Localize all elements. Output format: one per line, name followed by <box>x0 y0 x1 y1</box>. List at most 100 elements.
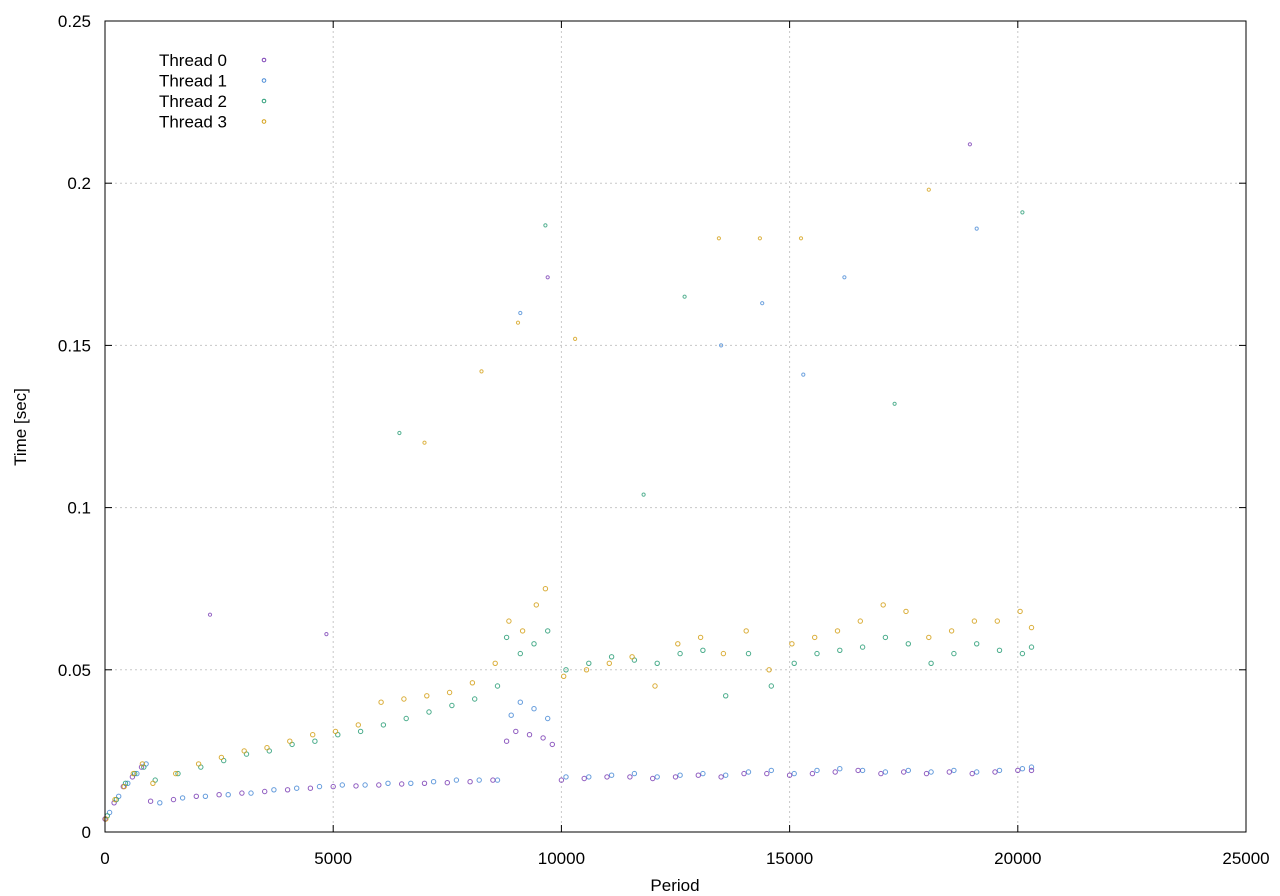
data-point <box>284 787 291 793</box>
data-point <box>928 769 934 775</box>
outlier-point <box>641 492 646 497</box>
data-point <box>490 777 496 783</box>
legend-label: Thread 2 <box>159 92 227 111</box>
data-point <box>216 792 222 798</box>
data-point <box>832 769 838 775</box>
outlier-point <box>798 236 804 241</box>
data-point <box>951 650 957 657</box>
data-point <box>766 667 772 673</box>
plot-frame <box>104 20 1247 833</box>
data-point <box>928 660 934 666</box>
data-point <box>494 777 501 783</box>
data-point <box>905 641 911 647</box>
outlier-point <box>518 310 523 316</box>
data-point <box>376 782 382 788</box>
data-point <box>654 660 660 666</box>
data-point <box>519 628 526 634</box>
data-points <box>102 142 1035 822</box>
data-point <box>857 618 863 624</box>
series-2 <box>104 628 1035 819</box>
data-point <box>677 650 683 657</box>
data-point <box>503 738 510 744</box>
data-point <box>449 702 455 709</box>
outlier-point <box>515 320 521 325</box>
data-point <box>974 641 980 647</box>
data-point <box>741 770 747 777</box>
data-point <box>513 728 519 735</box>
data-point <box>421 780 428 786</box>
outlier-point <box>926 187 931 192</box>
data-point <box>926 634 932 641</box>
data-point <box>700 647 706 653</box>
data-point <box>138 764 145 770</box>
data-point <box>606 660 612 666</box>
data-point <box>561 673 567 679</box>
data-point <box>503 634 510 641</box>
y-tick-label: 0.25 <box>58 12 91 31</box>
outlier-point <box>397 430 402 436</box>
data-point <box>307 785 314 791</box>
data-point <box>399 781 405 787</box>
data-point <box>745 650 752 657</box>
data-point <box>723 693 729 699</box>
data-point <box>476 777 482 783</box>
data-point <box>150 780 156 786</box>
data-point <box>446 689 453 696</box>
data-point <box>312 738 318 744</box>
data-point <box>248 790 254 796</box>
data-point <box>631 770 638 777</box>
data-point <box>901 769 907 775</box>
outlier-point <box>324 632 329 637</box>
data-point <box>786 772 793 778</box>
data-point <box>837 647 843 653</box>
data-point <box>745 769 752 775</box>
data-point <box>103 816 109 822</box>
x-axis-label: Period <box>650 876 699 895</box>
data-point <box>316 783 323 790</box>
data-point <box>385 780 391 786</box>
data-point <box>996 647 1003 653</box>
x-tick-label: 5000 <box>314 849 352 868</box>
data-point <box>992 769 998 775</box>
x-tick-label: 0 <box>100 849 109 868</box>
data-point <box>195 761 202 767</box>
data-point <box>239 790 245 796</box>
data-point <box>675 641 681 647</box>
data-point <box>583 667 590 673</box>
data-point <box>812 634 818 641</box>
data-point <box>905 767 911 774</box>
outlier-point <box>716 236 722 241</box>
data-point <box>430 779 437 785</box>
data-point <box>517 650 523 657</box>
legend-marker <box>261 98 267 104</box>
data-point <box>1017 608 1023 615</box>
x-tick-label: 15000 <box>766 849 813 868</box>
x-tick-label: 20000 <box>994 849 1041 868</box>
data-point <box>814 767 820 774</box>
outlier-point <box>892 401 897 406</box>
data-point <box>994 618 1000 624</box>
data-point <box>492 660 498 666</box>
data-point <box>403 715 409 722</box>
data-point <box>697 634 704 641</box>
data-point <box>310 732 316 738</box>
outlier-point <box>842 275 847 280</box>
series-1 <box>106 699 1035 816</box>
data-point <box>494 683 501 689</box>
data-point <box>743 628 749 634</box>
data-point <box>677 772 683 778</box>
data-point <box>271 787 277 793</box>
outlier-point <box>974 226 979 231</box>
x-tick-label: 25000 <box>1222 849 1269 868</box>
data-point <box>718 774 724 780</box>
data-point <box>294 785 300 791</box>
data-point <box>608 772 615 778</box>
data-point <box>362 782 368 788</box>
data-point <box>652 683 658 689</box>
data-point <box>218 754 225 761</box>
grid <box>105 21 1246 832</box>
data-point <box>1015 767 1021 774</box>
data-point <box>1019 766 1026 772</box>
data-point <box>147 798 154 804</box>
